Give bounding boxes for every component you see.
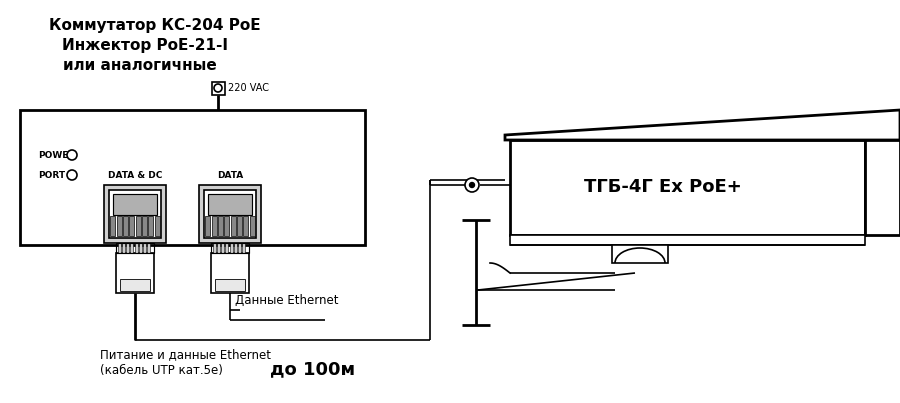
Bar	[211, 243, 249, 253]
Circle shape	[67, 150, 77, 160]
Polygon shape	[865, 140, 900, 235]
Bar	[116, 243, 154, 253]
Bar	[212, 82, 225, 95]
Circle shape	[214, 84, 222, 92]
Bar	[116, 253, 154, 293]
Bar	[139, 243, 142, 253]
Bar	[155, 216, 159, 236]
Text: Данные Ethernet: Данные Ethernet	[235, 294, 338, 307]
Bar	[215, 279, 245, 291]
Text: POWER: POWER	[38, 150, 76, 160]
Bar	[238, 243, 241, 253]
Text: DATA & DC: DATA & DC	[108, 171, 162, 180]
Bar	[217, 243, 220, 253]
Bar	[136, 216, 140, 236]
Bar	[612, 245, 668, 263]
Bar	[117, 216, 122, 236]
Bar	[111, 216, 115, 236]
Bar	[225, 243, 228, 253]
Bar	[122, 243, 125, 253]
Bar	[148, 216, 153, 236]
Bar	[135, 243, 138, 253]
Text: или аналогичные: или аналогичные	[63, 58, 217, 73]
Polygon shape	[505, 110, 900, 140]
Bar	[147, 243, 150, 253]
Text: DATA: DATA	[217, 171, 243, 180]
Bar	[243, 216, 248, 236]
Bar	[143, 243, 146, 253]
Bar	[242, 243, 245, 253]
Bar	[142, 216, 147, 236]
Bar	[123, 216, 128, 236]
Text: до 100м: до 100м	[270, 360, 356, 378]
Bar	[510, 140, 865, 235]
Text: Инжектор PoE-21-I: Инжектор PoE-21-I	[62, 38, 228, 53]
Text: (кабель UTP кат.5e): (кабель UTP кат.5e)	[100, 364, 223, 377]
Text: Коммутатор КС-204 PoE: Коммутатор КС-204 PoE	[50, 18, 261, 33]
Text: ТГБ-4Г Ex PoE+: ТГБ-4Г Ex PoE+	[584, 179, 742, 197]
Circle shape	[470, 183, 474, 187]
Bar	[204, 190, 256, 238]
Bar	[120, 279, 150, 291]
Bar	[218, 216, 223, 236]
Bar	[212, 216, 217, 236]
Bar	[109, 190, 161, 238]
Bar	[126, 243, 129, 253]
Bar	[510, 235, 865, 245]
Bar	[234, 243, 237, 253]
Bar	[211, 253, 249, 293]
Bar	[224, 216, 230, 236]
Bar	[199, 185, 261, 243]
Bar	[130, 243, 133, 253]
Text: 220 VAC: 220 VAC	[228, 83, 269, 93]
Text: PORT: PORT	[38, 170, 65, 179]
Bar	[130, 216, 134, 236]
Bar	[230, 243, 233, 253]
Circle shape	[67, 170, 77, 180]
Bar	[20, 110, 365, 245]
Bar	[118, 243, 121, 253]
Circle shape	[465, 178, 479, 192]
Bar	[230, 216, 236, 236]
Bar	[205, 216, 211, 236]
Bar	[237, 216, 242, 236]
Bar	[249, 216, 255, 236]
Bar	[104, 185, 166, 243]
Bar	[221, 243, 224, 253]
Bar	[113, 194, 157, 215]
Bar	[208, 194, 252, 215]
Bar	[213, 243, 216, 253]
Text: Питание и данные Ethernet: Питание и данные Ethernet	[100, 348, 271, 361]
